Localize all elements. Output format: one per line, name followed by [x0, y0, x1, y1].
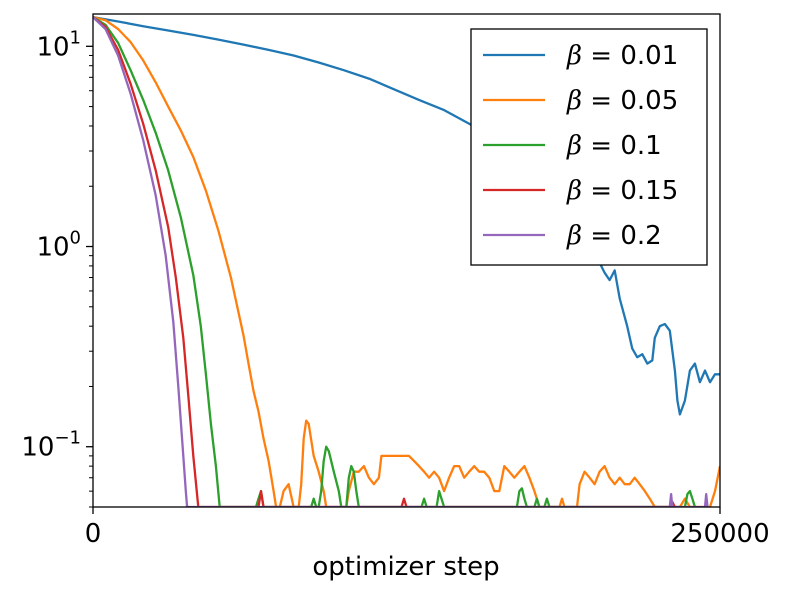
legend: β = 0.01 β = 0.05 β = 0.1 β = 0.15 β = 0.2	[470, 28, 708, 266]
x-tick-label-0: 0	[85, 519, 102, 549]
legend-label-3: β = 0.15	[566, 176, 678, 206]
y-tick-label-2: 10−1	[21, 428, 81, 463]
series-line-3	[93, 16, 676, 507]
legend-label-2: β = 0.1	[566, 131, 662, 161]
series-line-2	[93, 16, 697, 507]
ticks-group: 0 250000 101 100 10−1	[21, 27, 769, 549]
x-axis-title: optimizer step	[312, 552, 499, 582]
series-line-1	[93, 15, 720, 507]
legend-label-1: β = 0.05	[566, 86, 678, 116]
legend-label-0: β = 0.01	[566, 41, 678, 71]
series-line-4	[93, 16, 709, 507]
y-tick-label-1: 100	[36, 228, 81, 263]
legend-box	[470, 28, 708, 266]
x-tick-label-1: 250000	[670, 519, 769, 549]
plot-frame	[92, 13, 721, 508]
legend-label-4: β = 0.2	[566, 221, 662, 251]
y-tick-label-0: 101	[36, 27, 81, 62]
